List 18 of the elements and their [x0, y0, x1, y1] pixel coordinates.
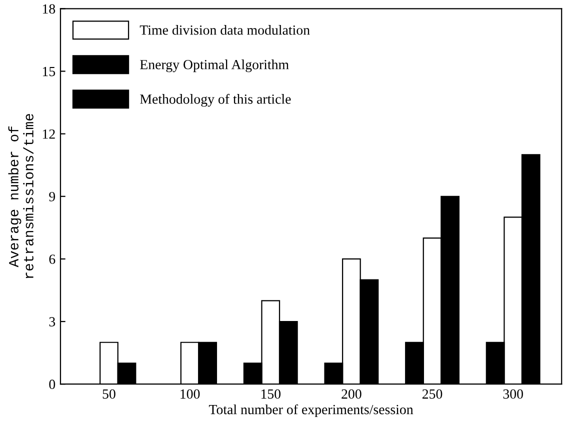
y-tick-label: 0 [49, 380, 56, 390]
y-tick-label: 12 [42, 129, 55, 139]
x-tick-label: 300 [503, 389, 523, 399]
legend-label: Energy Optimal Algorithm [140, 60, 289, 72]
x-tick-label: 50 [102, 389, 116, 399]
x-tick-label: 250 [422, 389, 442, 399]
y-tick-label: 18 [42, 4, 56, 14]
legend-label: Time division data modulation [140, 25, 310, 35]
x-tick-label: 100 [180, 389, 200, 399]
y-tick-label: 6 [49, 254, 56, 264]
y-tick-label: 3 [49, 317, 56, 326]
x-tick-label: 200 [342, 389, 362, 399]
y-axis-title: Average number of retransmissions/time [8, 114, 34, 278]
x-tick-label: 150 [261, 389, 281, 399]
legend-label: Methodology of this article [140, 94, 291, 107]
y-tick-label: 9 [49, 192, 56, 202]
x-axis-title: Total number of experiments/session [208, 404, 414, 418]
y-tick-label: 15 [42, 66, 56, 76]
